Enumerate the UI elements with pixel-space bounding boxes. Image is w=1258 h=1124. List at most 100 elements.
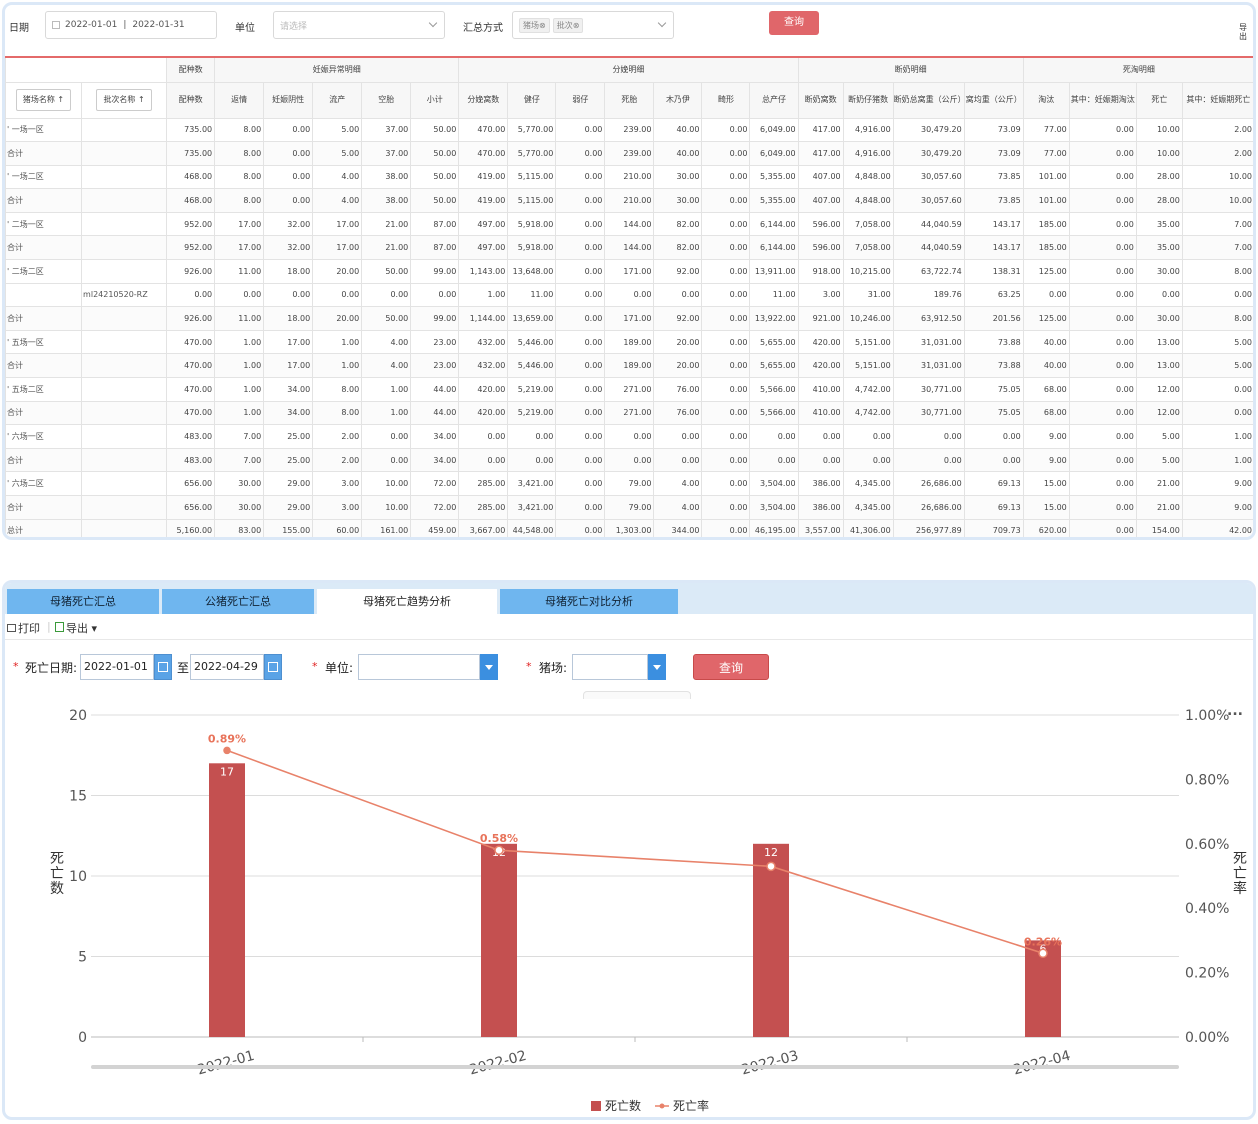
farm-name-cell: 合计	[5, 353, 83, 379]
table-cell: 0.00	[1068, 188, 1137, 213]
unit-select[interactable]	[358, 654, 480, 680]
y-tick-label-left: 15	[69, 789, 87, 805]
toolbar-divider: |	[47, 620, 51, 633]
printer-icon	[7, 624, 16, 632]
table-cell: 4.00	[653, 471, 703, 496]
tab-sow-death-summary[interactable]: 母猪死亡汇总	[7, 589, 159, 614]
table-cell: 25.00	[263, 424, 314, 449]
chevron-down-icon[interactable]	[480, 654, 498, 680]
tab-sow-death-compare[interactable]: 母猪死亡对比分析	[500, 589, 678, 614]
sort-header-batch[interactable]: 批次名称 ↑	[81, 81, 168, 119]
table-cell: 155.00	[263, 518, 314, 537]
x-tick-label: 2022-02	[468, 1048, 529, 1079]
table-cell: 0.00	[1135, 282, 1183, 308]
unit-select[interactable]: 请选择	[273, 11, 445, 39]
y-tick-label-right: 0.60%	[1185, 837, 1229, 853]
table-cell: 8.00	[1181, 259, 1253, 284]
table-cell: 6,144.00	[749, 235, 799, 261]
table-cell: 35.00	[1135, 235, 1183, 261]
table-cell: 0.00	[653, 282, 703, 308]
table-cell: 75.05	[963, 400, 1024, 426]
table-cell: 0.00	[701, 117, 751, 143]
table-cell: 407.00	[797, 164, 844, 190]
summary-select[interactable]: 猪场⊗ 批次⊗	[512, 11, 674, 39]
table-cell: 4,742.00	[842, 400, 894, 426]
table-cell: 73.88	[963, 353, 1024, 379]
table-cell: 15.00	[1022, 495, 1070, 520]
table-cell: 5,918.00	[507, 235, 557, 261]
batch-name-cell	[81, 518, 168, 537]
query-button[interactable]: 查询	[693, 654, 769, 680]
table-cell: 8.00	[312, 400, 363, 426]
table-cell: 0.00	[797, 447, 844, 473]
table-cell: 420.00	[458, 400, 509, 426]
table-row: 合计 656.00 30.00 29.00 3.00 10.00 72.00 285.00 3,…	[5, 495, 1253, 520]
calendar-icon[interactable]	[154, 654, 172, 680]
group-header: 分娩明细	[458, 56, 799, 83]
table-cell: 0.00	[361, 282, 412, 308]
table-cell: 0.00	[361, 424, 412, 449]
table-cell: 497.00	[458, 211, 509, 237]
table-cell: 3,557.00	[797, 518, 844, 537]
table-cell: 3,504.00	[749, 495, 799, 520]
column-header: 弱仔	[555, 81, 606, 119]
summary-tag[interactable]: 猪场⊗	[519, 17, 550, 33]
y-tick-label-right: 0.40%	[1185, 901, 1229, 917]
date-label: 日期	[9, 23, 29, 34]
table-cell: 8.00	[214, 164, 265, 190]
farm-name-cell: ' 五场二区	[5, 377, 83, 402]
sort-header-farm[interactable]: 猪场名称 ↑	[5, 81, 83, 119]
calendar-icon[interactable]	[264, 654, 282, 680]
table-cell: 0.00	[701, 306, 751, 331]
table-cell: 30.00	[214, 471, 265, 496]
date-start-input[interactable]: 2022-01-01	[80, 654, 154, 680]
table-cell: 0.00	[166, 282, 216, 308]
table-cell: 0.00	[963, 424, 1024, 449]
summary-tag[interactable]: 批次⊗	[552, 17, 584, 33]
date-end-input[interactable]: 2022-04-29	[190, 654, 264, 680]
table-cell: 0.00	[701, 353, 751, 379]
table-cell: 0.00	[214, 282, 265, 308]
table-cell: 40.00	[1022, 329, 1070, 355]
table-cell: 35.00	[1135, 211, 1183, 237]
x-tick-label: 2022-03	[740, 1048, 801, 1079]
table-cell: 11.00	[214, 306, 265, 331]
print-button[interactable]: 打印	[7, 620, 40, 636]
table-cell: 12.00	[1135, 400, 1183, 426]
table-cell: 0.00	[701, 164, 751, 190]
table-cell: 30,771.00	[892, 400, 965, 426]
export-button[interactable]: 导出 ▾	[55, 620, 97, 636]
table-cell: 8.00	[214, 117, 265, 143]
table-cell: 386.00	[797, 471, 844, 496]
table-cell: 5.00	[1181, 353, 1253, 379]
table-cell: 656.00	[166, 495, 216, 520]
table-cell: 4.00	[312, 164, 363, 190]
collapse-toggle[interactable]	[583, 691, 691, 699]
table-cell: 44,040.59	[892, 211, 965, 237]
table-cell: 50.00	[361, 259, 412, 284]
table-cell: 144.00	[604, 235, 655, 261]
chevron-down-icon[interactable]	[648, 654, 666, 680]
y-axis-label-right: 亡	[1233, 866, 1247, 882]
bar	[753, 843, 789, 1037]
tab-boar-death-summary[interactable]: 公猪死亡汇总	[162, 589, 314, 614]
table-cell: 50.00	[410, 141, 460, 166]
table-cell: 32.00	[263, 211, 314, 237]
date-range-input[interactable]: 2022-01-01 | 2022-01-31	[45, 11, 217, 39]
table-cell: 5,151.00	[842, 329, 894, 355]
query-button[interactable]: 查询	[769, 11, 819, 35]
more-dots-icon: ...	[1227, 703, 1243, 719]
export-button[interactable]: 导出	[1239, 23, 1247, 41]
table-cell: 63.25	[963, 282, 1024, 308]
table-cell: 1.00	[214, 353, 265, 379]
bar	[481, 843, 517, 1037]
table-cell: 9.00	[1022, 447, 1070, 473]
table-cell: 7,058.00	[842, 235, 894, 261]
table-cell: 0.00	[1068, 164, 1137, 190]
farm-select[interactable]	[572, 654, 648, 680]
table-cell: 44.00	[410, 377, 460, 402]
table-cell: 5,566.00	[749, 377, 799, 402]
tab-sow-death-trend[interactable]: 母猪死亡趋势分析	[317, 589, 497, 614]
table-cell: 0.00	[842, 424, 894, 449]
y-tick-label-left: 10	[69, 869, 87, 885]
